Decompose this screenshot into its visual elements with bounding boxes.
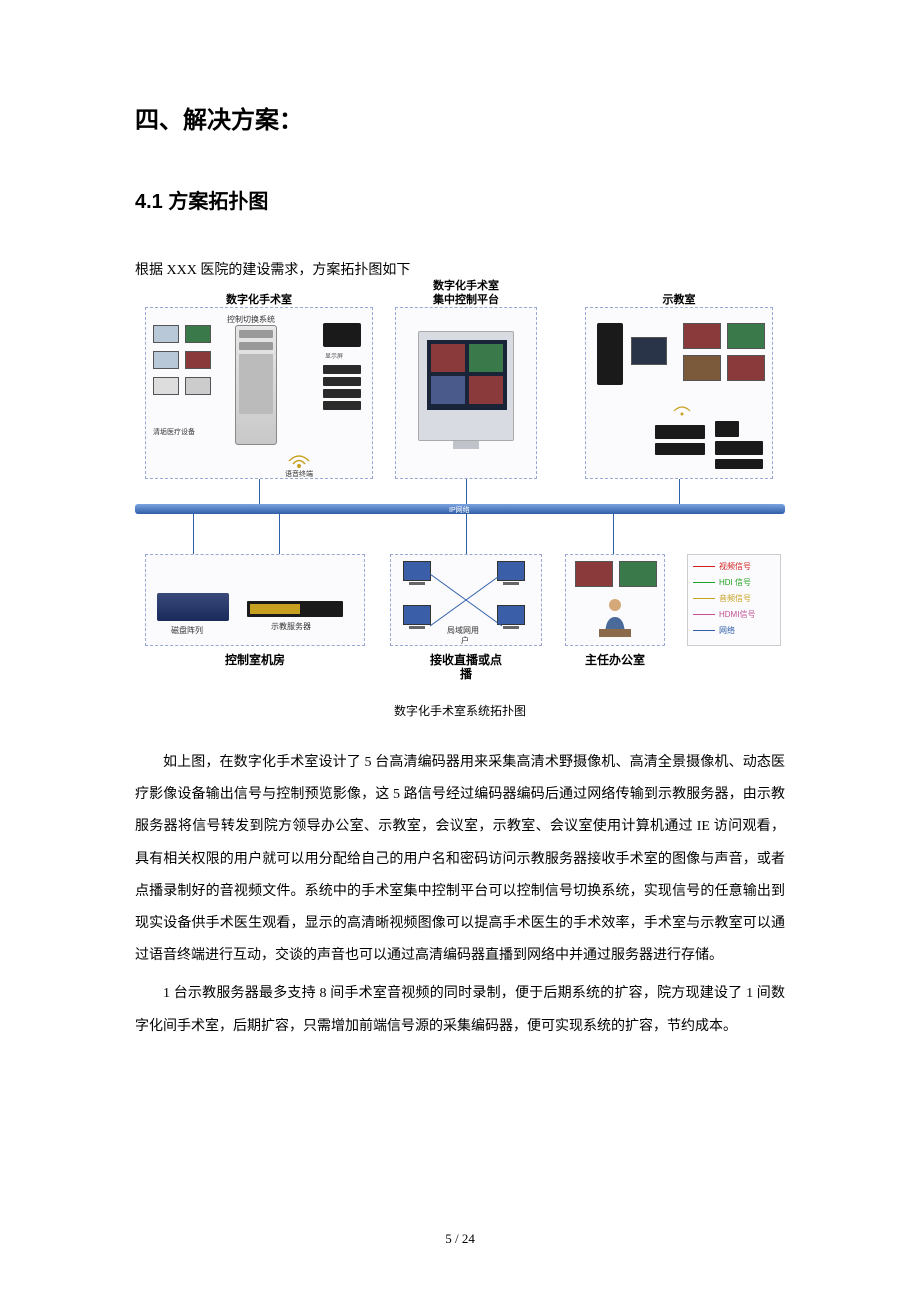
conn-or <box>259 479 260 504</box>
section-heading: 四、解决方案： <box>135 100 785 135</box>
legend-audio: 音频信号 <box>693 593 751 604</box>
conn-demo <box>679 479 680 504</box>
label-demo-server: 示教服务器 <box>271 621 311 632</box>
label-disk-array: 磁盘阵列 <box>171 625 203 636</box>
wall-4 <box>727 355 765 381</box>
wall-1 <box>683 323 721 349</box>
display-panel <box>323 323 361 347</box>
legend-hdmi: HDMI信号 <box>693 609 755 620</box>
thumb-cam2 <box>153 351 179 369</box>
legend-hdi: HDI 信号 <box>693 577 751 588</box>
demo-box3 <box>715 459 763 469</box>
topology-diagram: 数字化手术室 数字化手术室 集中控制平台 示教室 控制切换系统 清垢医疗设备 语… <box>135 289 785 694</box>
page-footer: 5 / 24 <box>0 1231 920 1247</box>
monitor-stand <box>453 441 479 449</box>
label-switch-system: 控制切换系统 <box>227 314 275 325</box>
demo-amp <box>655 425 705 439</box>
dir-screen-1 <box>575 561 613 587</box>
demo-switch <box>655 443 705 455</box>
label-or-room: 数字化手术室 <box>145 291 373 307</box>
wall-3 <box>683 355 721 381</box>
thumb-dev2 <box>185 377 211 395</box>
label-live-vod-2: 播 <box>390 665 542 682</box>
label-control-platform-2: 集中控制平台 <box>395 291 537 307</box>
thumb-surgery1 <box>185 325 211 343</box>
paragraph-1: 如上图，在数字化手术室设计了 5 台高清编码器用来采集高清术野摄像机、高清全景摄… <box>135 747 785 972</box>
encoder-stack <box>323 365 361 435</box>
label-panel1: 显示屏 <box>325 351 343 360</box>
disk-array <box>157 593 229 621</box>
label-lan-2: 户 <box>461 635 469 646</box>
demo-server <box>247 601 343 617</box>
thumb-dev1 <box>153 377 179 395</box>
legend-net: 网络 <box>693 625 735 636</box>
conn-srv <box>193 514 194 554</box>
subsection-heading: 4.1 方案拓扑图 <box>135 185 785 214</box>
control-monitor <box>418 331 514 441</box>
wall-2 <box>727 323 765 349</box>
equipment-cabinet <box>235 325 277 445</box>
demo-wifi-icon <box>671 401 693 417</box>
conn-dir <box>613 514 614 554</box>
legend-video: 视频信号 <box>693 561 751 572</box>
page-total: 24 <box>462 1231 475 1246</box>
demo-monitor <box>631 337 667 365</box>
thumb-cam <box>153 325 179 343</box>
person-icon <box>597 597 633 637</box>
thumb-surgery2 <box>185 351 211 369</box>
conn-ctrl <box>466 479 467 504</box>
conn-srv2 <box>279 514 280 554</box>
wifi-icon <box>285 449 313 469</box>
label-med-dev: 清垢医疗设备 <box>153 427 195 437</box>
label-director: 主任办公室 <box>555 651 675 668</box>
demo-pc-tower <box>597 323 623 385</box>
dir-screen-2 <box>619 561 657 587</box>
label-voice-terminal: 语音终端 <box>285 469 313 479</box>
label-server-room: 控制室机房 <box>145 651 365 668</box>
diagram-caption: 数字化手术室系统拓扑图 <box>135 702 785 719</box>
label-demo-room: 示教室 <box>585 291 773 307</box>
demo-box1 <box>715 421 739 437</box>
intro-text: 根据 XXX 医院的建设需求，方案拓扑图如下 <box>135 259 785 279</box>
demo-box2 <box>715 441 763 455</box>
page-sep: / <box>452 1231 462 1246</box>
paragraph-2: 1 台示教服务器最多支持 8 间手术室音视频的同时录制，便于后期系统的扩容，院方… <box>135 978 785 1042</box>
conn-lan <box>466 514 467 554</box>
